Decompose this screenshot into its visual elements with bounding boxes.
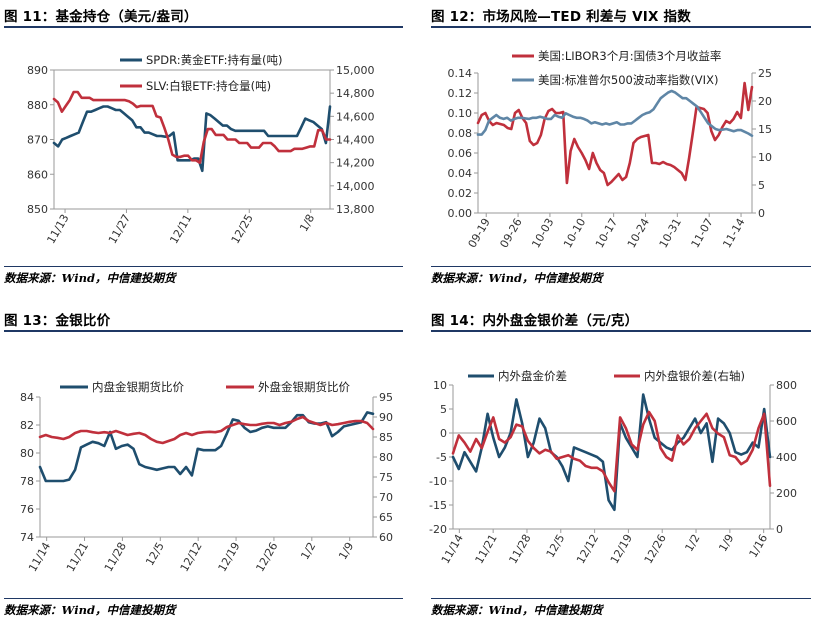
panel-title-14: 图 14：内外盘金银价差（元/克） — [431, 313, 639, 329]
y-left-tick-label: 0.04 — [448, 167, 473, 180]
legend-label-1: 美国:LIBOR3个月:国债3个月收益率 — [538, 49, 721, 63]
title-rule-11 — [4, 26, 403, 28]
panel-title-12: 图 12：市场风险—TED 利差与 VIX 指数 — [431, 9, 691, 25]
y-right-tick-label: 95 — [379, 391, 393, 404]
y-left-tick-label: -20 — [429, 523, 447, 536]
source-rule-11 — [4, 266, 403, 267]
y-right-tick-label: 15 — [758, 123, 772, 136]
y-right-tick-label: 0 — [758, 207, 765, 220]
source-note-12: 数据来源：Wind，中信建投期货 — [431, 271, 603, 285]
source-rule-13 — [4, 598, 403, 599]
y-right-tick-label: 0 — [776, 523, 783, 536]
y-right-tick-label: 13,800 — [336, 203, 375, 216]
legend-label-2: SLV:白银ETF:持仓量(吨) — [146, 79, 271, 93]
y-left-tick-label: 0.12 — [448, 87, 473, 100]
y-left-tick-label: 74 — [20, 531, 34, 544]
title-rule-14 — [431, 330, 811, 332]
y-right-tick-label: 5 — [758, 179, 765, 192]
y-right-tick-label: 65 — [379, 511, 393, 524]
y-right-tick-label: 75 — [379, 471, 393, 484]
legend-label-2: 外盘金银期货比价 — [258, 380, 350, 394]
x-tick-label: 12/5 — [544, 532, 568, 560]
y-right-tick-label: 400 — [776, 451, 797, 464]
source-note-14: 数据来源：Wind，中信建投期货 — [431, 603, 603, 617]
x-tick-label: 11/28 — [506, 532, 533, 566]
y-left-tick-label: 5 — [440, 403, 447, 416]
y-right-tick-label: 14,000 — [336, 180, 375, 193]
y-left-tick-label: 0.02 — [448, 187, 473, 200]
y-right-tick-label: 90 — [379, 411, 393, 424]
y-right-tick-label: 600 — [776, 415, 797, 428]
y-left-tick-label: 880 — [27, 99, 48, 112]
y-left-tick-label: 0 — [440, 427, 447, 440]
y-right-tick-label: 70 — [379, 491, 393, 504]
y-left-tick-label: 80 — [20, 447, 34, 460]
title-rule-13 — [4, 330, 403, 332]
y-left-tick-label: 0.00 — [448, 207, 473, 220]
y-right-tick-label: 25 — [758, 67, 772, 80]
y-right-tick-label: 10 — [758, 151, 772, 164]
x-tick-label: 12/26 — [642, 532, 669, 566]
series-line-2 — [476, 89, 754, 137]
y-right-tick-label: 85 — [379, 431, 393, 444]
y-left-tick-label: 82 — [20, 419, 34, 432]
y-left-tick-label: -5 — [436, 451, 447, 464]
y-left-tick-label: 0.08 — [448, 127, 473, 140]
y-left-tick-label: 76 — [20, 503, 34, 516]
series-line-2 — [38, 415, 375, 445]
y-left-tick-label: 10 — [433, 379, 447, 392]
y-left-tick-label: 84 — [20, 391, 34, 404]
y-right-tick-label: 14,600 — [336, 110, 375, 123]
y-left-tick-label: 890 — [27, 64, 48, 77]
series-line-2 — [451, 410, 772, 493]
y-left-tick-label: 0.10 — [448, 107, 473, 120]
source-rule-14 — [431, 598, 811, 599]
y-left-tick-label: -10 — [429, 475, 447, 488]
y-right-tick-label: 14,800 — [336, 87, 375, 100]
source-rule-12 — [431, 266, 811, 267]
x-tick-label: 1/16 — [747, 532, 771, 560]
y-left-tick-label: 78 — [20, 475, 34, 488]
series-line-2 — [52, 90, 332, 164]
x-tick-label: 12/12 — [574, 532, 601, 566]
panel-title-11: 图 11：基金持仓（美元/盎司） — [4, 9, 198, 25]
x-tick-label: 11/14 — [439, 532, 466, 566]
y-left-tick-label: 0.06 — [448, 147, 473, 160]
y-left-tick-label: 0.14 — [448, 67, 473, 80]
x-tick-label: 12/19 — [608, 532, 635, 566]
title-rule-12 — [431, 26, 811, 28]
legend-label-2: 美国:标准普尔500波动率指数(VIX) — [538, 73, 718, 87]
y-right-tick-label: 15,000 — [336, 64, 375, 77]
y-left-tick-label: 860 — [27, 168, 48, 181]
y-right-tick-label: 200 — [776, 487, 797, 500]
y-right-tick-label: 60 — [379, 531, 393, 544]
panel-title-13: 图 13：金银比价 — [4, 313, 111, 329]
y-right-tick-label: 20 — [758, 95, 772, 108]
x-tick-label: 1/9 — [716, 532, 736, 554]
legend-label-1: 内外盘金价差 — [498, 369, 567, 383]
y-right-tick-label: 14,400 — [336, 134, 375, 147]
y-left-tick-label: 850 — [27, 203, 48, 216]
y-left-tick-label: -15 — [429, 499, 447, 512]
y-right-tick-label: 14,200 — [336, 157, 375, 170]
legend-label-1: 内盘金银期货比价 — [92, 380, 184, 394]
series-line-1 — [451, 393, 772, 512]
legend-label-2: 内外盘银价差(右轴) — [644, 369, 745, 383]
y-left-tick-label: 870 — [27, 134, 48, 147]
legend-label-1: SPDR:黄金ETF:持有量(吨) — [146, 53, 282, 67]
x-tick-label: 11/21 — [473, 532, 500, 566]
y-right-tick-label: 80 — [379, 451, 393, 464]
y-right-tick-label: 800 — [776, 379, 797, 392]
source-note-11: 数据来源：Wind，中信建投期货 — [4, 271, 176, 285]
series-line-1 — [476, 81, 754, 187]
x-tick-label: 1/2 — [683, 532, 703, 554]
source-note-13: 数据来源：Wind，中信建投期货 — [4, 603, 176, 617]
